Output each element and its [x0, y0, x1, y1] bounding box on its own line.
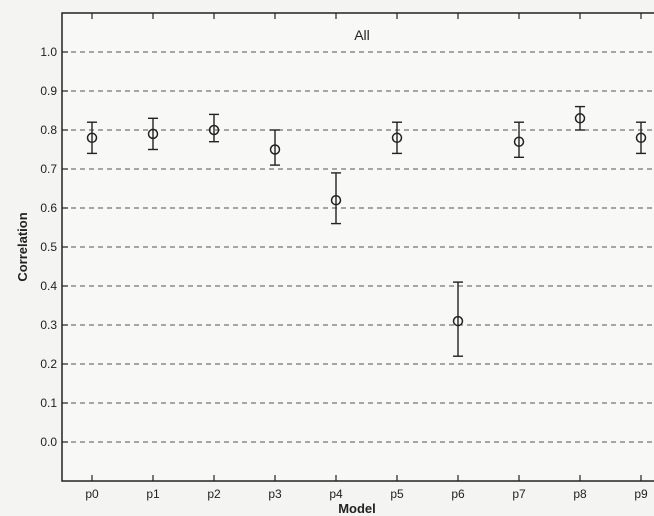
y-tick-label: 0.7: [40, 162, 57, 176]
x-tick-label: p3: [268, 487, 282, 501]
x-tick-label: p9: [634, 487, 648, 501]
y-tick-label: 0.6: [40, 201, 57, 215]
data-points: [86, 105, 647, 357]
y-tick-label: 1.0: [40, 45, 57, 59]
y-axis: 0.0 0.1 0.2 0.3 0.4 0.5 0.6 0.7 0.8 0.9 1.0: [40, 45, 68, 449]
chart-title: All: [354, 27, 370, 43]
x-tick-label: p0: [85, 487, 99, 501]
x-axis: p0 p1 p2 p3 p4 p5 p6 p7 p8 p9: [85, 13, 648, 501]
y-tick-label: 0.5: [40, 240, 57, 254]
x-tick-label: p1: [146, 487, 160, 501]
data-point: [452, 315, 464, 327]
y-tick-label: 0.2: [40, 357, 57, 371]
x-tick-label: p7: [512, 487, 526, 501]
y-tick-label: 0.0: [40, 435, 57, 449]
y-tick-label: 0.1: [40, 396, 57, 410]
y-tick-label: 0.9: [40, 84, 57, 98]
y-axis-label: Correlation: [15, 212, 30, 281]
data-point: [391, 132, 403, 144]
x-tick-label: p5: [390, 487, 404, 501]
y-tick-label: 0.8: [40, 123, 57, 137]
data-point: [513, 136, 525, 147]
data-point: [330, 194, 342, 206]
y-tick-label: 0.4: [40, 279, 57, 293]
data-point: [269, 144, 281, 155]
x-tick-label: p8: [573, 487, 587, 501]
data-point: [635, 132, 647, 144]
x-tick-label: p6: [451, 487, 465, 501]
x-tick-label: p4: [329, 487, 343, 501]
data-point: [147, 128, 159, 140]
plot-frame: [61, 12, 654, 482]
data-point: [86, 132, 98, 144]
x-tick-label: p2: [207, 487, 221, 501]
data-point: [574, 113, 586, 124]
data-point: [208, 124, 220, 136]
y-tick-label: 0.3: [40, 318, 57, 332]
x-axis-label: Model: [338, 501, 376, 516]
